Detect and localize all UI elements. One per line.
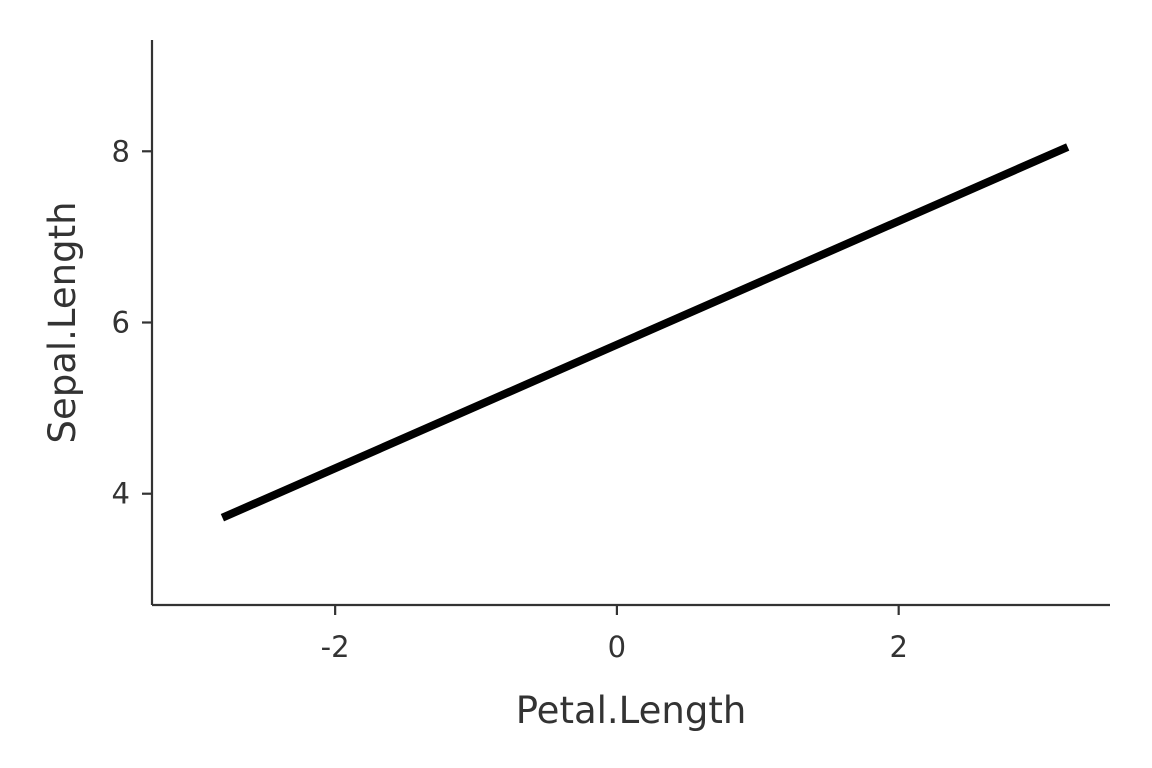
series-layer [220, 143, 1070, 522]
x-tick-label: 0 [608, 630, 626, 664]
y-tick-label: 4 [112, 477, 130, 511]
x-axis-ticks: -2 0 2 [321, 605, 908, 664]
x-tick-label: 2 [889, 630, 907, 664]
x-tick-label: -2 [321, 630, 350, 664]
plot-area: -2 0 2 4 6 8 [112, 40, 1110, 664]
y-tick-label: 6 [112, 306, 130, 340]
y-axis-ticks: 4 6 8 [112, 134, 152, 511]
series-line [220, 143, 1070, 522]
y-axis-title: Sepal.Length [41, 201, 84, 443]
x-axis-title: Petal.Length [516, 689, 747, 732]
y-tick-label: 8 [112, 134, 130, 168]
